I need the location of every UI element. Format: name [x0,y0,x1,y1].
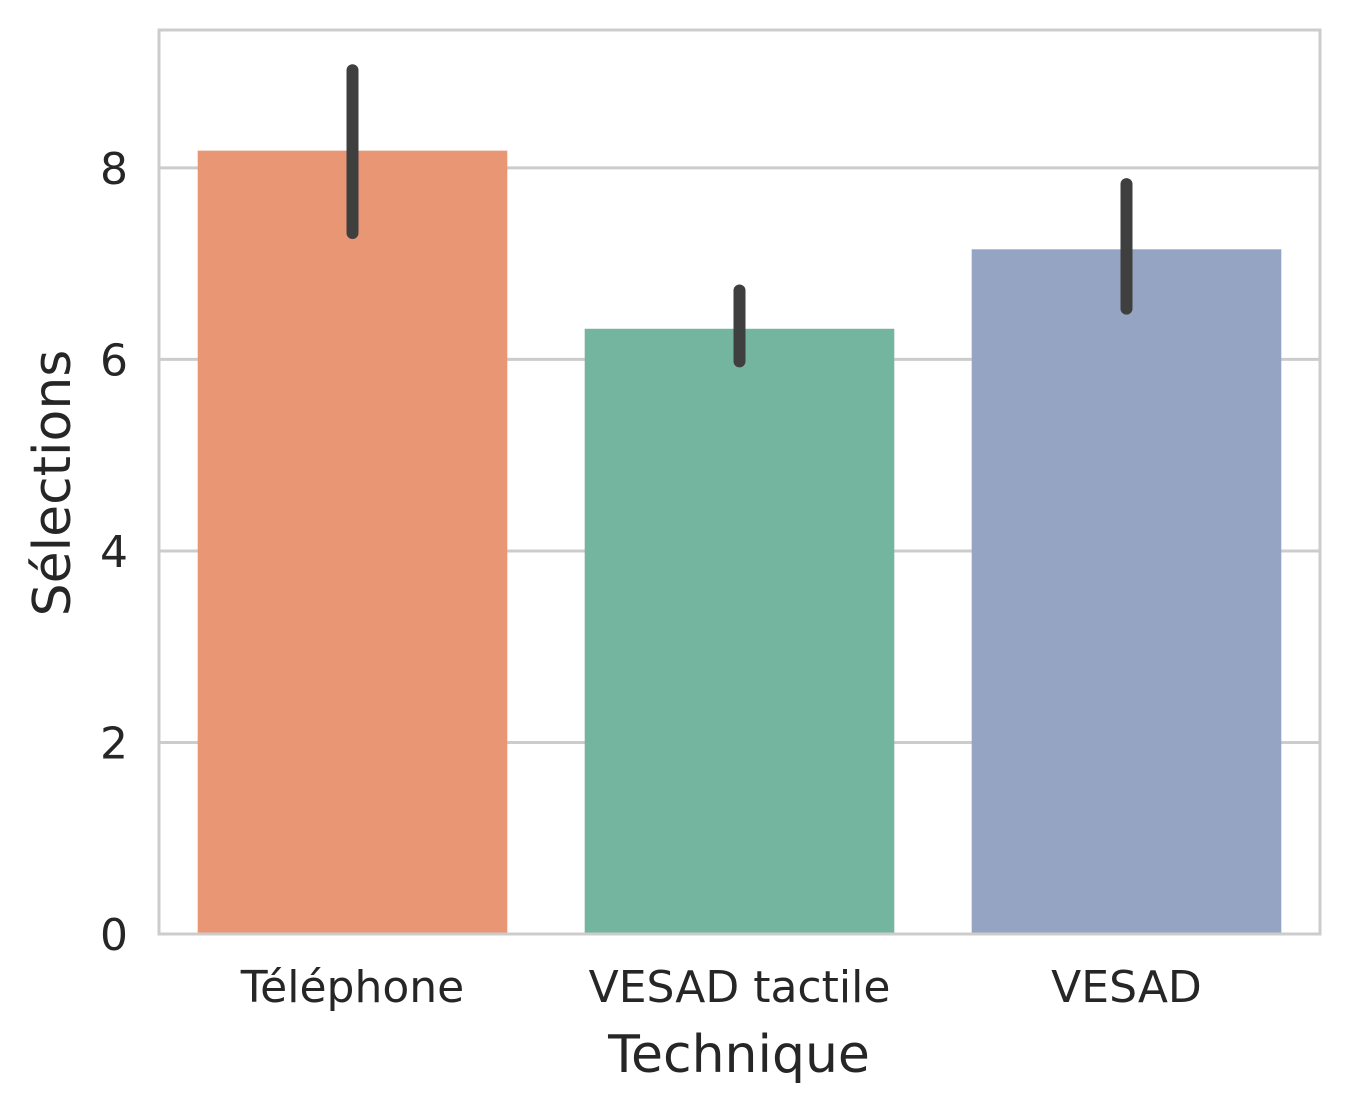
y-tick-label: 8 [100,144,128,195]
error-bars [346,64,1133,368]
y-axis-label: Sélections [23,350,83,617]
y-tick-label: 2 [100,718,128,769]
plot-frame [157,28,1322,936]
x-tick-label: Téléphone [240,962,464,1013]
y-tick-labels: 0 2 4 6 8 [100,144,128,961]
x-tick-labels: Téléphone VESAD tactile VESAD [240,962,1202,1013]
x-axis-label: Technique [607,1025,870,1085]
bar-2 [971,249,1282,934]
bars [197,150,1282,934]
y-tick-label: 6 [100,335,128,386]
bar-1 [584,328,895,934]
x-tick-label: VESAD tactile [589,962,891,1013]
bar-0 [197,150,508,934]
y-tick-label: 0 [100,910,128,961]
y-tick-label: 4 [100,527,128,578]
x-tick-label: VESAD [1051,962,1202,1013]
